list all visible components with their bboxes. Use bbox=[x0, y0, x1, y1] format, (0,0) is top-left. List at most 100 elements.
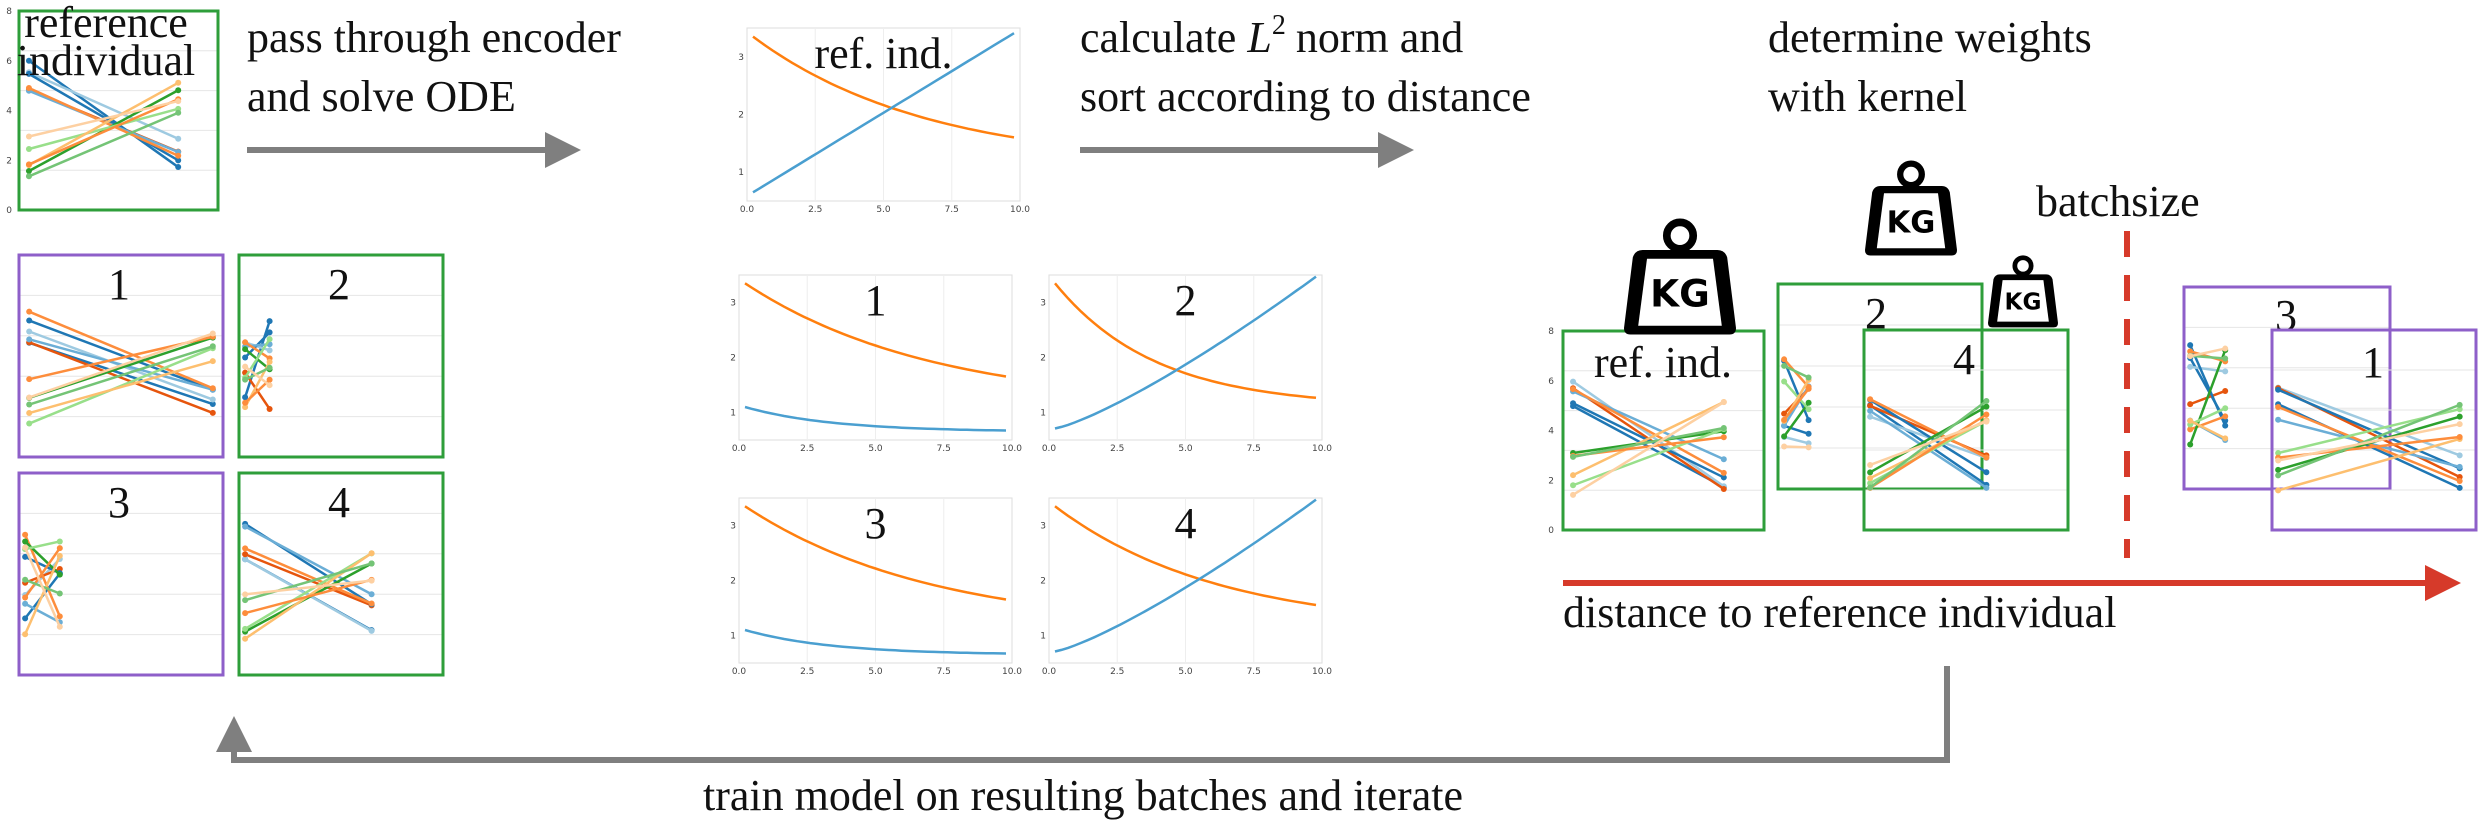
trajectory bbox=[1572, 426, 1725, 459]
y-tick-label: 1 bbox=[730, 409, 736, 419]
x-tick-label: 10.0 bbox=[1002, 667, 1022, 677]
point bbox=[26, 317, 33, 324]
trajectory bbox=[244, 579, 372, 596]
weight-icon: KG bbox=[1864, 160, 1958, 256]
trajectory bbox=[2277, 388, 2461, 470]
weight-handle bbox=[2012, 255, 2034, 277]
point bbox=[175, 87, 182, 94]
trajectory bbox=[2190, 365, 2226, 373]
point bbox=[26, 308, 33, 315]
x-tick-label: 0.0 bbox=[740, 205, 755, 215]
y-tick-label: 3 bbox=[730, 522, 736, 532]
point bbox=[25, 70, 32, 77]
point bbox=[209, 343, 216, 350]
trajectory bbox=[2277, 386, 2461, 457]
point bbox=[25, 57, 32, 64]
point bbox=[2275, 386, 2282, 393]
point bbox=[242, 545, 249, 552]
individual-number: 1 bbox=[2362, 338, 2384, 387]
point bbox=[266, 364, 273, 371]
trajectory bbox=[244, 366, 271, 381]
point bbox=[242, 523, 249, 530]
point bbox=[1720, 469, 1727, 476]
point bbox=[1570, 453, 1577, 460]
point bbox=[266, 405, 273, 412]
point bbox=[368, 560, 375, 567]
point bbox=[1983, 398, 1990, 405]
point bbox=[242, 394, 249, 401]
point bbox=[2275, 466, 2282, 473]
x-tick-label: 7.5 bbox=[937, 667, 951, 677]
weight-handle bbox=[1897, 160, 1925, 189]
point bbox=[2456, 413, 2463, 420]
x-tick-label: 2.5 bbox=[800, 667, 814, 677]
point bbox=[266, 382, 273, 389]
y-tick-label: 2 bbox=[730, 354, 736, 364]
trajectory bbox=[244, 341, 271, 360]
loop-label: train model on resulting batches and ite… bbox=[703, 771, 1463, 820]
panel-label: reference bbox=[24, 0, 188, 47]
trajectory bbox=[28, 99, 179, 138]
individual-number: 4 bbox=[328, 478, 350, 527]
point bbox=[242, 597, 249, 604]
y-tick-label: 8 bbox=[1548, 327, 1554, 337]
x-tick-label: 7.5 bbox=[937, 444, 951, 454]
point bbox=[1570, 386, 1577, 393]
point bbox=[26, 420, 33, 427]
step-text-part: norm and bbox=[1296, 13, 1463, 62]
x-tick-label: 5.0 bbox=[868, 667, 883, 677]
trajectory bbox=[2277, 437, 2461, 492]
y-tick-label: 6 bbox=[6, 57, 12, 67]
step-text: sort according to distance bbox=[1080, 72, 1531, 121]
point bbox=[1805, 430, 1812, 437]
point bbox=[2275, 472, 2282, 479]
individual-number: 3 bbox=[108, 478, 130, 527]
trajectory bbox=[1783, 358, 1810, 388]
x-tick-label: 2.5 bbox=[800, 444, 814, 454]
ode-curve bbox=[744, 282, 1007, 378]
weight-handle bbox=[1662, 218, 1698, 253]
trajectory bbox=[28, 86, 179, 157]
trajectory bbox=[1572, 380, 1725, 488]
y-tick-label: 2 bbox=[730, 577, 736, 587]
point bbox=[1781, 422, 1788, 429]
point bbox=[1805, 399, 1812, 406]
point bbox=[1867, 402, 1874, 409]
plot-label: 4 bbox=[1175, 499, 1197, 548]
trajectory bbox=[1869, 398, 1987, 459]
point bbox=[1983, 403, 1990, 410]
point bbox=[1720, 456, 1727, 463]
trajectory bbox=[23, 555, 61, 635]
point bbox=[25, 173, 32, 180]
point bbox=[26, 394, 33, 401]
panel-label: ref. ind. bbox=[1594, 338, 1732, 387]
point bbox=[1805, 385, 1812, 392]
point bbox=[1720, 474, 1727, 481]
x-tick-label: 7.5 bbox=[945, 205, 959, 215]
individual-number: 4 bbox=[1953, 335, 1975, 384]
point bbox=[2187, 348, 2194, 355]
point bbox=[56, 538, 63, 545]
weight-icon: KG bbox=[1623, 218, 1737, 335]
point bbox=[209, 401, 216, 408]
point bbox=[1720, 425, 1727, 432]
individual-number: 2 bbox=[328, 260, 350, 309]
point bbox=[1983, 411, 1990, 418]
point bbox=[1781, 378, 1788, 385]
point bbox=[22, 544, 29, 551]
point bbox=[22, 594, 29, 601]
trajectory bbox=[2189, 347, 2226, 358]
x-tick-label: 5.0 bbox=[1178, 667, 1193, 677]
distance-label: distance to reference individual bbox=[1563, 588, 2116, 637]
step-text: calculate L2 norm and bbox=[1080, 10, 1463, 62]
plot-label: 3 bbox=[865, 499, 887, 548]
point bbox=[2275, 403, 2282, 410]
ode-curve bbox=[1054, 275, 1317, 430]
trajectory bbox=[244, 365, 271, 387]
point bbox=[2456, 406, 2463, 413]
point bbox=[1983, 484, 1990, 491]
trajectory bbox=[1783, 424, 1809, 435]
step-text: pass through encoder bbox=[247, 13, 621, 62]
point bbox=[56, 571, 63, 578]
ode-curve bbox=[1054, 498, 1317, 653]
